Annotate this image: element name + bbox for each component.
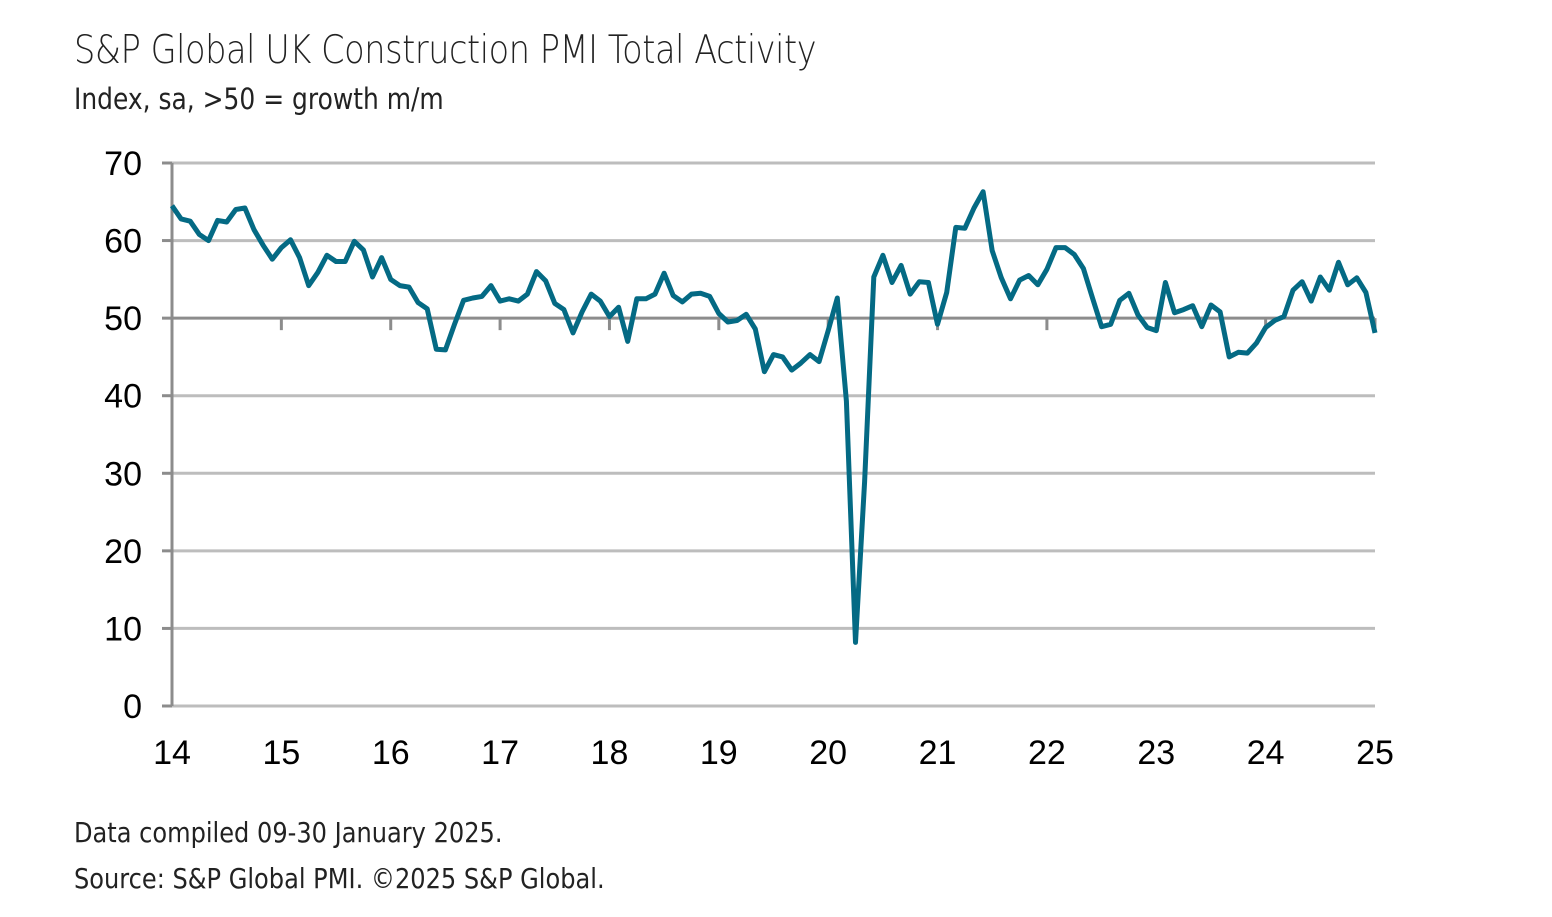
x-tick-label: 24 xyxy=(1247,734,1285,772)
y-tick-label: 50 xyxy=(104,300,142,338)
x-tick-label: 14 xyxy=(153,734,191,772)
y-tick-label: 0 xyxy=(123,688,142,726)
x-tick-label: 23 xyxy=(1137,734,1175,772)
chart-title: S&P Global UK Construction PMI Total Act… xyxy=(74,28,817,73)
y-tick-label: 70 xyxy=(104,145,142,183)
x-tick-label: 22 xyxy=(1028,734,1066,772)
x-tick-label: 15 xyxy=(262,734,300,772)
y-tick-label: 30 xyxy=(104,455,142,493)
chart-subtitle: Index, sa, >50 = growth m/m xyxy=(74,82,444,116)
x-tick-label: 21 xyxy=(919,734,957,772)
source-note: Source: S&P Global PMI. ©2025 S&P Global… xyxy=(74,862,605,895)
y-tick-label: 10 xyxy=(104,610,142,648)
x-tick-label: 16 xyxy=(372,734,410,772)
x-tick-label: 25 xyxy=(1356,734,1394,772)
x-axis-ticks: 14 15 16 17 18 19 20 21 22 23 24 25 xyxy=(153,734,1394,772)
series-group xyxy=(169,189,1378,645)
data-compiled-note: Data compiled 09-30 January 2025. xyxy=(74,816,503,849)
series-line-0 xyxy=(169,189,1378,645)
axes xyxy=(162,161,1377,708)
y-tick-label: 60 xyxy=(104,223,142,261)
y-tick-label: 20 xyxy=(104,533,142,571)
x-tick-label: 18 xyxy=(591,734,629,772)
x-tick-label: 19 xyxy=(700,734,738,772)
y-tick-label: 40 xyxy=(104,378,142,416)
y-axis-ticks: 0 10 20 30 40 50 60 70 xyxy=(104,145,142,726)
x-tick-label: 17 xyxy=(481,734,519,772)
x-tick-label: 20 xyxy=(809,734,847,772)
gridlines xyxy=(172,161,1375,708)
